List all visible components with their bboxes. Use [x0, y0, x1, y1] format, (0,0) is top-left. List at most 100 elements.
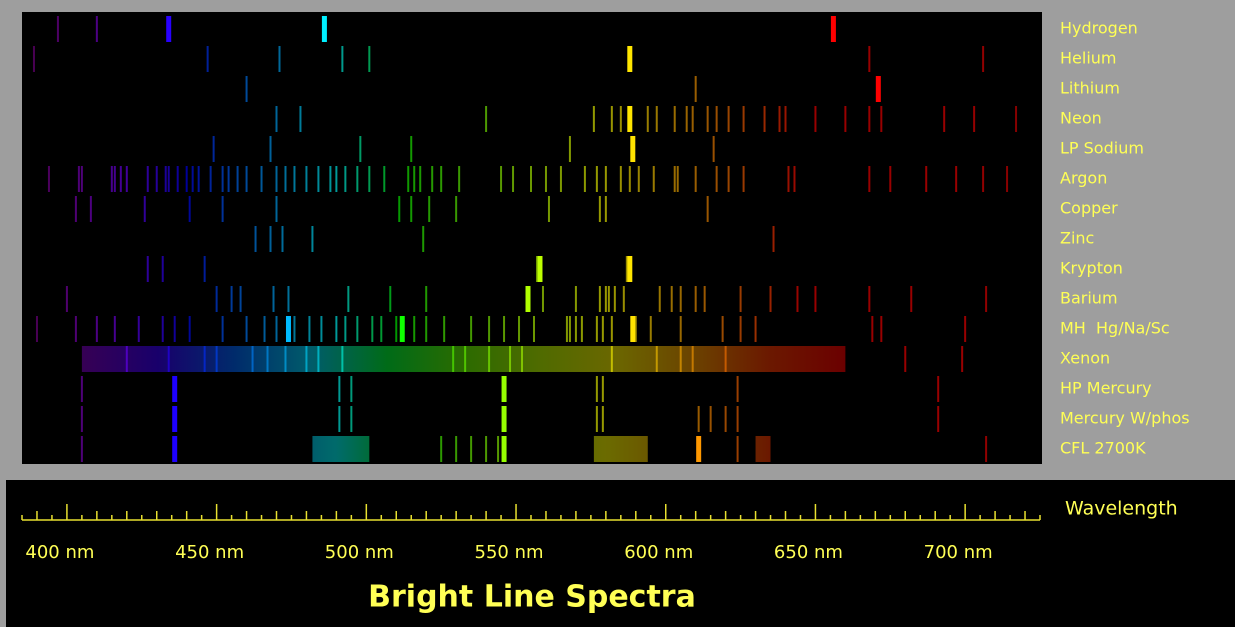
strong-line: [322, 16, 327, 42]
emission-line: [871, 316, 873, 342]
emission-line: [428, 196, 430, 222]
emission-line: [796, 286, 798, 312]
emission-line: [276, 166, 278, 192]
emission-line: [458, 166, 460, 192]
emission-line: [509, 346, 511, 372]
strong-line: [166, 16, 171, 42]
legend-label: Mercury W/phos: [1060, 409, 1190, 428]
emission-line: [213, 136, 215, 162]
legend-label: HP Mercury: [1060, 379, 1152, 398]
strong-line: [172, 436, 177, 462]
emission-line: [737, 376, 739, 402]
emission-line: [347, 286, 349, 312]
emission-line: [596, 406, 598, 432]
emission-line: [695, 166, 697, 192]
emission-line: [937, 406, 939, 432]
emission-line: [725, 406, 727, 432]
emission-line: [653, 166, 655, 192]
emission-line: [368, 46, 370, 72]
emission-line: [96, 16, 98, 42]
emission-line: [305, 166, 307, 192]
emission-line: [413, 166, 415, 192]
emission-line: [584, 166, 586, 192]
emission-line: [602, 406, 604, 432]
emission-line: [207, 46, 209, 72]
emission-line: [440, 436, 442, 462]
emission-line: [344, 166, 346, 192]
emission-line: [659, 286, 661, 312]
emission-line: [674, 106, 676, 132]
emission-line: [880, 316, 882, 342]
chart: Wavelength Bright Line Spectra HydrogenH…: [0, 0, 1235, 627]
emission-line: [389, 286, 391, 312]
emission-line: [210, 166, 212, 192]
emission-line: [868, 106, 870, 132]
emission-line: [228, 166, 230, 192]
strong-line: [502, 436, 507, 462]
emission-line: [596, 316, 598, 342]
emission-line: [518, 316, 520, 342]
emission-line: [222, 316, 224, 342]
emission-line: [192, 166, 194, 192]
emission-line: [216, 286, 218, 312]
emission-line: [695, 76, 697, 102]
strong-line: [400, 316, 405, 342]
strong-line: [696, 436, 701, 462]
emission-line: [581, 316, 583, 342]
emission-line: [773, 226, 775, 252]
emission-line: [335, 316, 337, 342]
strong-line: [627, 46, 632, 72]
emission-line: [278, 46, 280, 72]
emission-line: [341, 346, 343, 372]
emission-line: [174, 316, 176, 342]
legend-label: Barium: [1060, 289, 1118, 308]
emission-line: [317, 346, 319, 372]
emission-line: [356, 316, 358, 342]
emission-line: [647, 106, 649, 132]
emission-line: [267, 346, 269, 372]
strong-line: [630, 316, 635, 342]
page: Wavelength Bright Line Spectra HydrogenH…: [0, 0, 1235, 627]
emission-line: [422, 226, 424, 252]
emission-line: [81, 376, 83, 402]
emission-line: [629, 166, 631, 192]
strong-line: [627, 256, 632, 282]
emission-line: [793, 166, 795, 192]
emission-line: [925, 166, 927, 192]
emission-line: [1015, 106, 1017, 132]
emission-line: [593, 106, 595, 132]
emission-line: [770, 286, 772, 312]
strong-line: [502, 406, 507, 432]
emission-line: [566, 316, 568, 342]
emission-line: [311, 226, 313, 252]
emission-line: [162, 256, 164, 282]
emission-line: [252, 346, 254, 372]
emission-line: [305, 346, 307, 372]
strong-line: [172, 376, 177, 402]
emission-line: [338, 406, 340, 432]
emission-line: [623, 286, 625, 312]
emission-line: [785, 106, 787, 132]
legend-label: CFL 2700K: [1060, 439, 1146, 458]
emission-line: [716, 106, 718, 132]
emission-line: [308, 316, 310, 342]
emission-line: [273, 286, 275, 312]
emission-line: [725, 346, 727, 372]
emission-line: [779, 106, 781, 132]
emission-line: [90, 196, 92, 222]
emission-line: [728, 106, 730, 132]
emission-line: [961, 346, 963, 372]
emission-line: [569, 316, 571, 342]
emission-line: [320, 316, 322, 342]
emission-line: [680, 316, 682, 342]
emission-line: [284, 166, 286, 192]
emission-line: [692, 106, 694, 132]
emission-line: [680, 346, 682, 372]
emission-line: [707, 106, 709, 132]
emission-line: [341, 46, 343, 72]
emission-line: [138, 316, 140, 342]
emission-line: [81, 406, 83, 432]
emission-line: [904, 346, 906, 372]
emission-line: [973, 106, 975, 132]
emission-line: [512, 166, 514, 192]
